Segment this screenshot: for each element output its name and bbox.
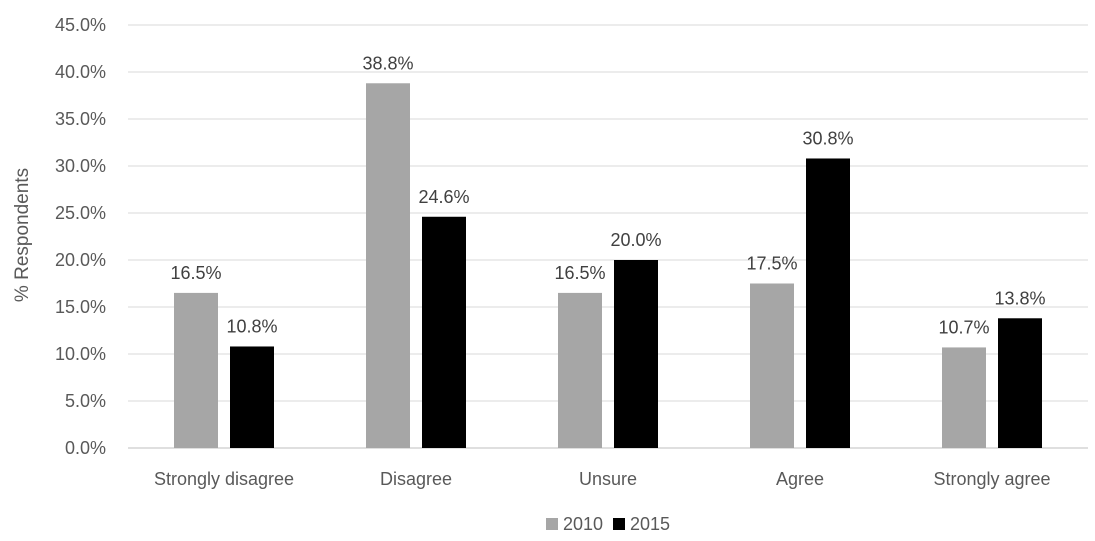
y-tick-label: 35.0%	[55, 109, 106, 129]
y-tick-label: 5.0%	[65, 391, 106, 411]
y-tick-label: 10.0%	[55, 344, 106, 364]
bar-2015-strongly-disagree	[230, 346, 274, 448]
bars	[174, 83, 1042, 449]
data-label: 24.6%	[418, 187, 469, 207]
data-label: 17.5%	[746, 254, 797, 274]
data-label: 16.5%	[554, 263, 605, 283]
y-tick-label: 20.0%	[55, 250, 106, 270]
data-label: 13.8%	[994, 288, 1045, 308]
y-tick-label: 45.0%	[55, 15, 106, 35]
bar-2015-disagree	[422, 216, 466, 448]
x-category-label: Unsure	[579, 469, 637, 489]
x-category-label: Strongly disagree	[154, 469, 294, 489]
gridlines	[128, 24, 1088, 449]
bar-2015-unsure	[614, 260, 658, 448]
data-label: 10.8%	[226, 316, 277, 336]
legend-item-2015: 2015	[613, 514, 670, 534]
legend-label: 2010	[563, 514, 603, 534]
x-category-label: Strongly agree	[933, 469, 1050, 489]
y-tick-label: 0.0%	[65, 438, 106, 458]
y-tick-label: 40.0%	[55, 62, 106, 82]
bar-2010-unsure	[558, 292, 602, 448]
y-tick-label: 15.0%	[55, 297, 106, 317]
bar-2015-strongly-agree	[998, 318, 1042, 448]
data-label: 38.8%	[362, 53, 413, 73]
y-axis-tick-labels: 0.0% 5.0% 10.0% 15.0% 20.0% 25.0% 30.0% 35.0% 40…	[55, 15, 106, 458]
y-tick-label: 25.0%	[55, 203, 106, 223]
y-tick-label: 30.0%	[55, 156, 106, 176]
data-label: 16.5%	[170, 263, 221, 283]
bar-2010-agree	[750, 283, 794, 448]
legend: 2010 2015	[546, 514, 670, 534]
bar-2010-strongly-agree	[942, 347, 986, 448]
x-category-label: Agree	[776, 469, 824, 489]
x-category-label: Disagree	[380, 469, 452, 489]
data-labels: 16.5%10.8%38.8%24.6%16.5%20.0%17.5%30.8%…	[170, 53, 1045, 337]
data-label: 10.7%	[938, 317, 989, 337]
data-label: 30.8%	[802, 128, 853, 148]
legend-swatch	[613, 518, 625, 530]
y-axis-title: % Respondents	[12, 168, 33, 302]
legend-label: 2015	[630, 514, 670, 534]
bar-2010-strongly-disagree	[174, 292, 218, 448]
x-axis-category-labels: Strongly disagree Disagree Unsure Agree Stro…	[154, 469, 1051, 489]
data-label: 20.0%	[610, 230, 661, 250]
bar-2010-disagree	[366, 83, 410, 448]
legend-swatch	[546, 518, 558, 530]
bar-2015-agree	[806, 158, 850, 449]
legend-item-2010: 2010	[546, 514, 603, 534]
